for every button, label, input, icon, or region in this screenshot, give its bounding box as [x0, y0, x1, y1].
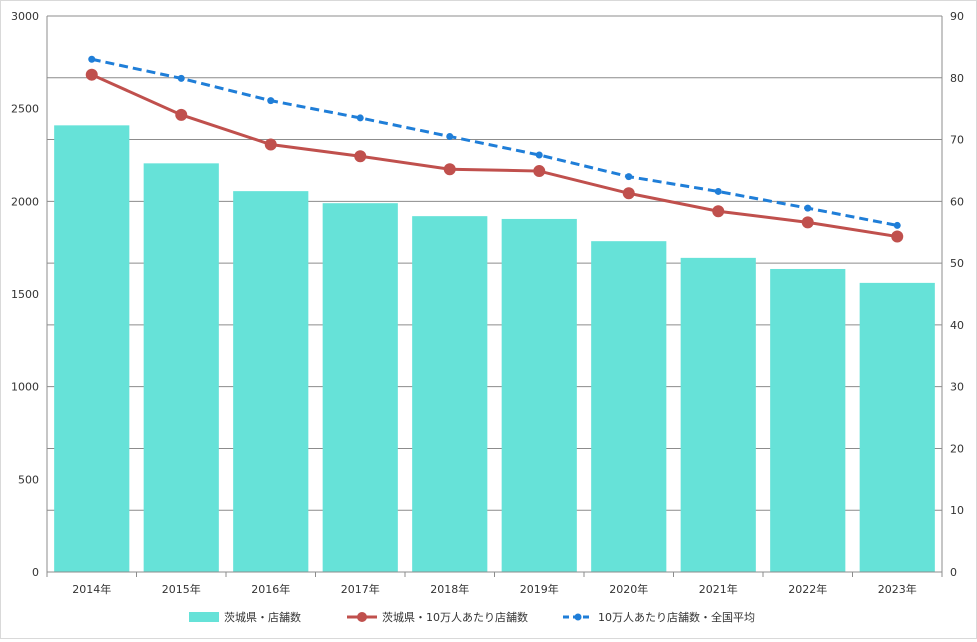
- y-left-tick-label: 2500: [11, 103, 39, 116]
- data-point: [535, 151, 543, 159]
- axes: [46, 16, 943, 577]
- legend-label: 10万人あたり店舗数・全国平均: [598, 610, 755, 624]
- data-point: [712, 205, 725, 218]
- x-tick-label: 2021年: [699, 582, 738, 596]
- bar: [412, 216, 488, 572]
- series-line: [91, 57, 898, 227]
- y-right-tick-label: 20: [950, 442, 964, 455]
- data-point: [801, 216, 814, 229]
- legend-swatch: [189, 612, 219, 622]
- y-right-tick-label: 30: [950, 381, 964, 394]
- data-point: [85, 68, 98, 81]
- y-left-tick-label: 3000: [11, 10, 39, 23]
- y-right-tick-label: 60: [950, 195, 964, 208]
- x-tick-label: 2019年: [520, 582, 559, 596]
- data-point: [622, 187, 635, 200]
- x-tick-label: 2022年: [788, 582, 827, 596]
- y-right-tick-label: 50: [950, 257, 964, 270]
- legend-item: 10万人あたり店舗数・全国平均: [563, 610, 755, 624]
- y-right-tick-label: 80: [950, 72, 964, 85]
- bar: [233, 191, 309, 572]
- bar: [591, 241, 667, 572]
- y-left-tick-label: 1500: [11, 288, 39, 301]
- bar: [143, 163, 219, 572]
- bar: [770, 268, 846, 572]
- x-tick-label: 2023年: [878, 582, 917, 596]
- y-right-tick-label: 40: [950, 319, 964, 332]
- data-point: [446, 132, 454, 140]
- bar: [501, 218, 577, 572]
- legend-item: 茨城県・店舗数: [189, 610, 301, 624]
- data-point: [893, 221, 901, 229]
- series-line: [91, 73, 898, 239]
- data-point: [356, 114, 364, 122]
- y-right-tick-label: 70: [950, 134, 964, 147]
- y-right-tick-label: 10: [950, 504, 964, 517]
- data-point: [804, 204, 812, 212]
- legend-label: 茨城県・店舗数: [224, 610, 301, 624]
- data-point: [88, 55, 96, 63]
- data-point: [175, 108, 188, 121]
- data-point: [533, 165, 546, 178]
- legend-item: 茨城県・10万人あたり店舗数: [347, 610, 528, 624]
- y-right-tick-label: 90: [950, 10, 964, 23]
- bars: [54, 125, 935, 573]
- data-point: [625, 173, 633, 181]
- x-tick-label: 2014年: [72, 582, 111, 596]
- x-tick-label: 2017年: [341, 582, 380, 596]
- bar: [680, 257, 756, 572]
- x-tick-label: 2016年: [251, 582, 290, 596]
- data-point: [714, 187, 722, 195]
- y-left-tick-label: 500: [18, 473, 39, 486]
- y-left-tick-label: 2000: [11, 195, 39, 208]
- y-right-tick-label: 0: [950, 566, 957, 579]
- x-tick-label: 2015年: [162, 582, 201, 596]
- series-lines: [85, 55, 904, 243]
- y-left-tick-label: 1000: [11, 381, 39, 394]
- legend-marker: [357, 612, 367, 622]
- data-point: [264, 138, 277, 151]
- bar: [322, 203, 398, 573]
- data-point: [177, 74, 185, 82]
- legend-marker: [574, 613, 582, 621]
- data-point: [891, 230, 904, 243]
- data-point: [267, 97, 275, 105]
- data-point: [354, 150, 367, 163]
- tick-labels: 0 500 1000 1500 2000 2500 3000 0 10 20 30 40 50 60 70 8…: [11, 10, 964, 596]
- x-tick-label: 2018年: [430, 582, 469, 596]
- legend: 茨城県・店舗数 茨城県・10万人あたり店舗数 10万人あたり店舗数・全国平均: [189, 610, 755, 624]
- legend-label: 茨城県・10万人あたり店舗数: [382, 610, 528, 624]
- data-point: [443, 163, 456, 176]
- bar: [859, 282, 935, 572]
- x-tick-label: 2020年: [609, 582, 648, 596]
- bar: [54, 125, 130, 572]
- y-left-tick-label: 0: [32, 566, 39, 579]
